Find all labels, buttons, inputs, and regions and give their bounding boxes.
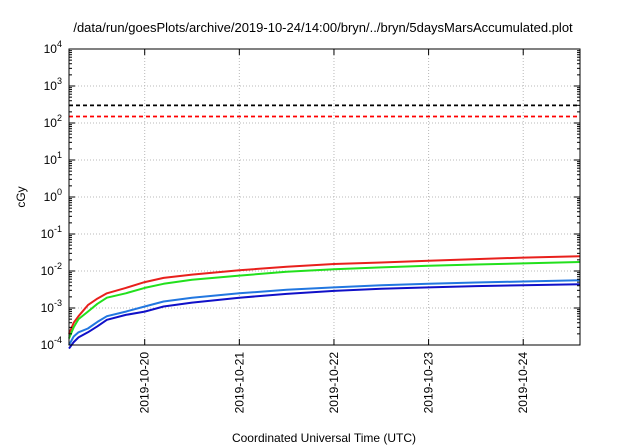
y-tick-label: 102 [44,113,62,130]
threshold-lines [69,104,580,118]
x-tick-label: 2019-10-20 [138,352,152,414]
x-ticks: 2019-10-20 2019-10-21 2019-10-22 2019-10-23… [138,49,530,414]
x-tick-label: 2019-10-22 [327,352,341,414]
series-group [68,255,581,350]
y-tick-label: 100 [44,187,62,204]
chart-title: /data/run/goesPlots/archive/2019-10-24/1… [73,20,573,35]
series-line-4 [68,283,581,350]
y-axis-label: cGy [14,186,28,207]
y-tick-label: 10-3 [41,298,62,315]
series-line-3 [68,279,581,346]
x-tick-label: 2019-10-21 [232,352,246,414]
y-tick-label: 10-2 [41,261,62,278]
x-axis-label: Coordinated Universal Time (UTC) [232,431,416,445]
x-tick-label: 2019-10-24 [516,352,530,414]
y-tick-label: 10-1 [41,224,62,241]
series-line-2 [68,261,581,339]
y-tick-label: 104 [44,39,62,56]
grid [69,49,580,345]
y-ticks: 104 103 102 101 100 10-1 10-2 10-3 10-4 [41,39,580,352]
y-tick-label: 101 [44,150,62,167]
y-tick-label: 103 [44,76,62,93]
y-tick-label: 10-4 [41,335,62,352]
x-tick-label: 2019-10-23 [422,352,436,414]
series-line-1 [68,255,581,335]
